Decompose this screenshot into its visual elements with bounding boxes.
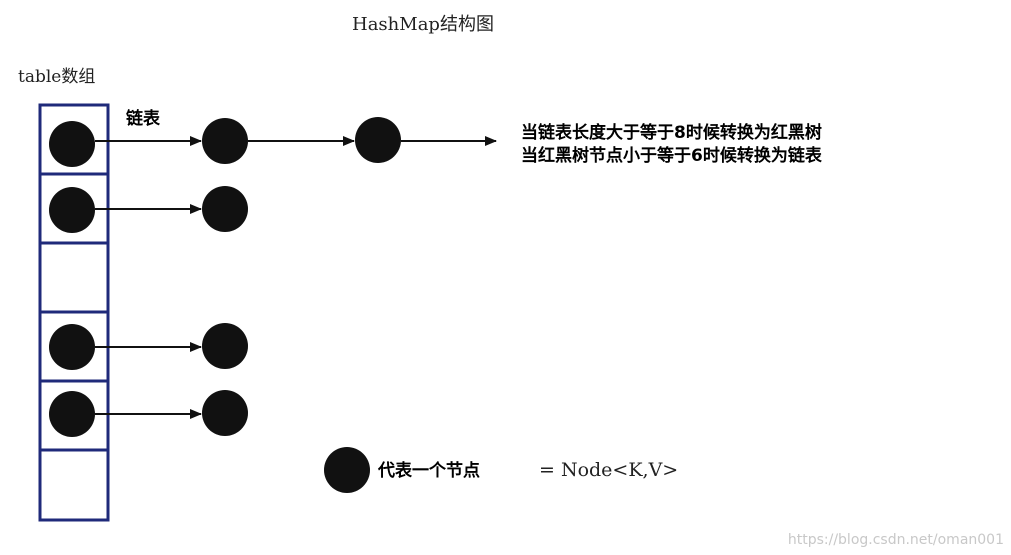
table-array-label: table数组 — [18, 67, 95, 87]
watermark: https://blog.csdn.net/oman001 — [788, 532, 1004, 548]
table-node-1 — [49, 187, 95, 233]
list-node — [202, 118, 248, 164]
table-node-4 — [49, 391, 95, 437]
legend-node-icon — [324, 447, 370, 493]
table-node-3 — [49, 324, 95, 370]
list-node — [202, 186, 248, 232]
list-node — [202, 323, 248, 369]
table-node-0 — [49, 121, 95, 167]
list-node — [355, 117, 401, 163]
diagram-title: HashMap结构图 — [352, 14, 494, 35]
linked-list-label: 链表 — [126, 108, 161, 129]
legend-formula: = Node<K,V> — [539, 459, 678, 481]
list-node — [202, 390, 248, 436]
table-array — [38, 103, 110, 522]
treeify-note: 当链表长度大于等于8时候转换为红黑树 — [521, 122, 822, 143]
legend-description: 代表一个节点 — [377, 460, 480, 481]
untreeify-note: 当红黑树节点小于等于6时候转换为链表 — [521, 145, 823, 166]
